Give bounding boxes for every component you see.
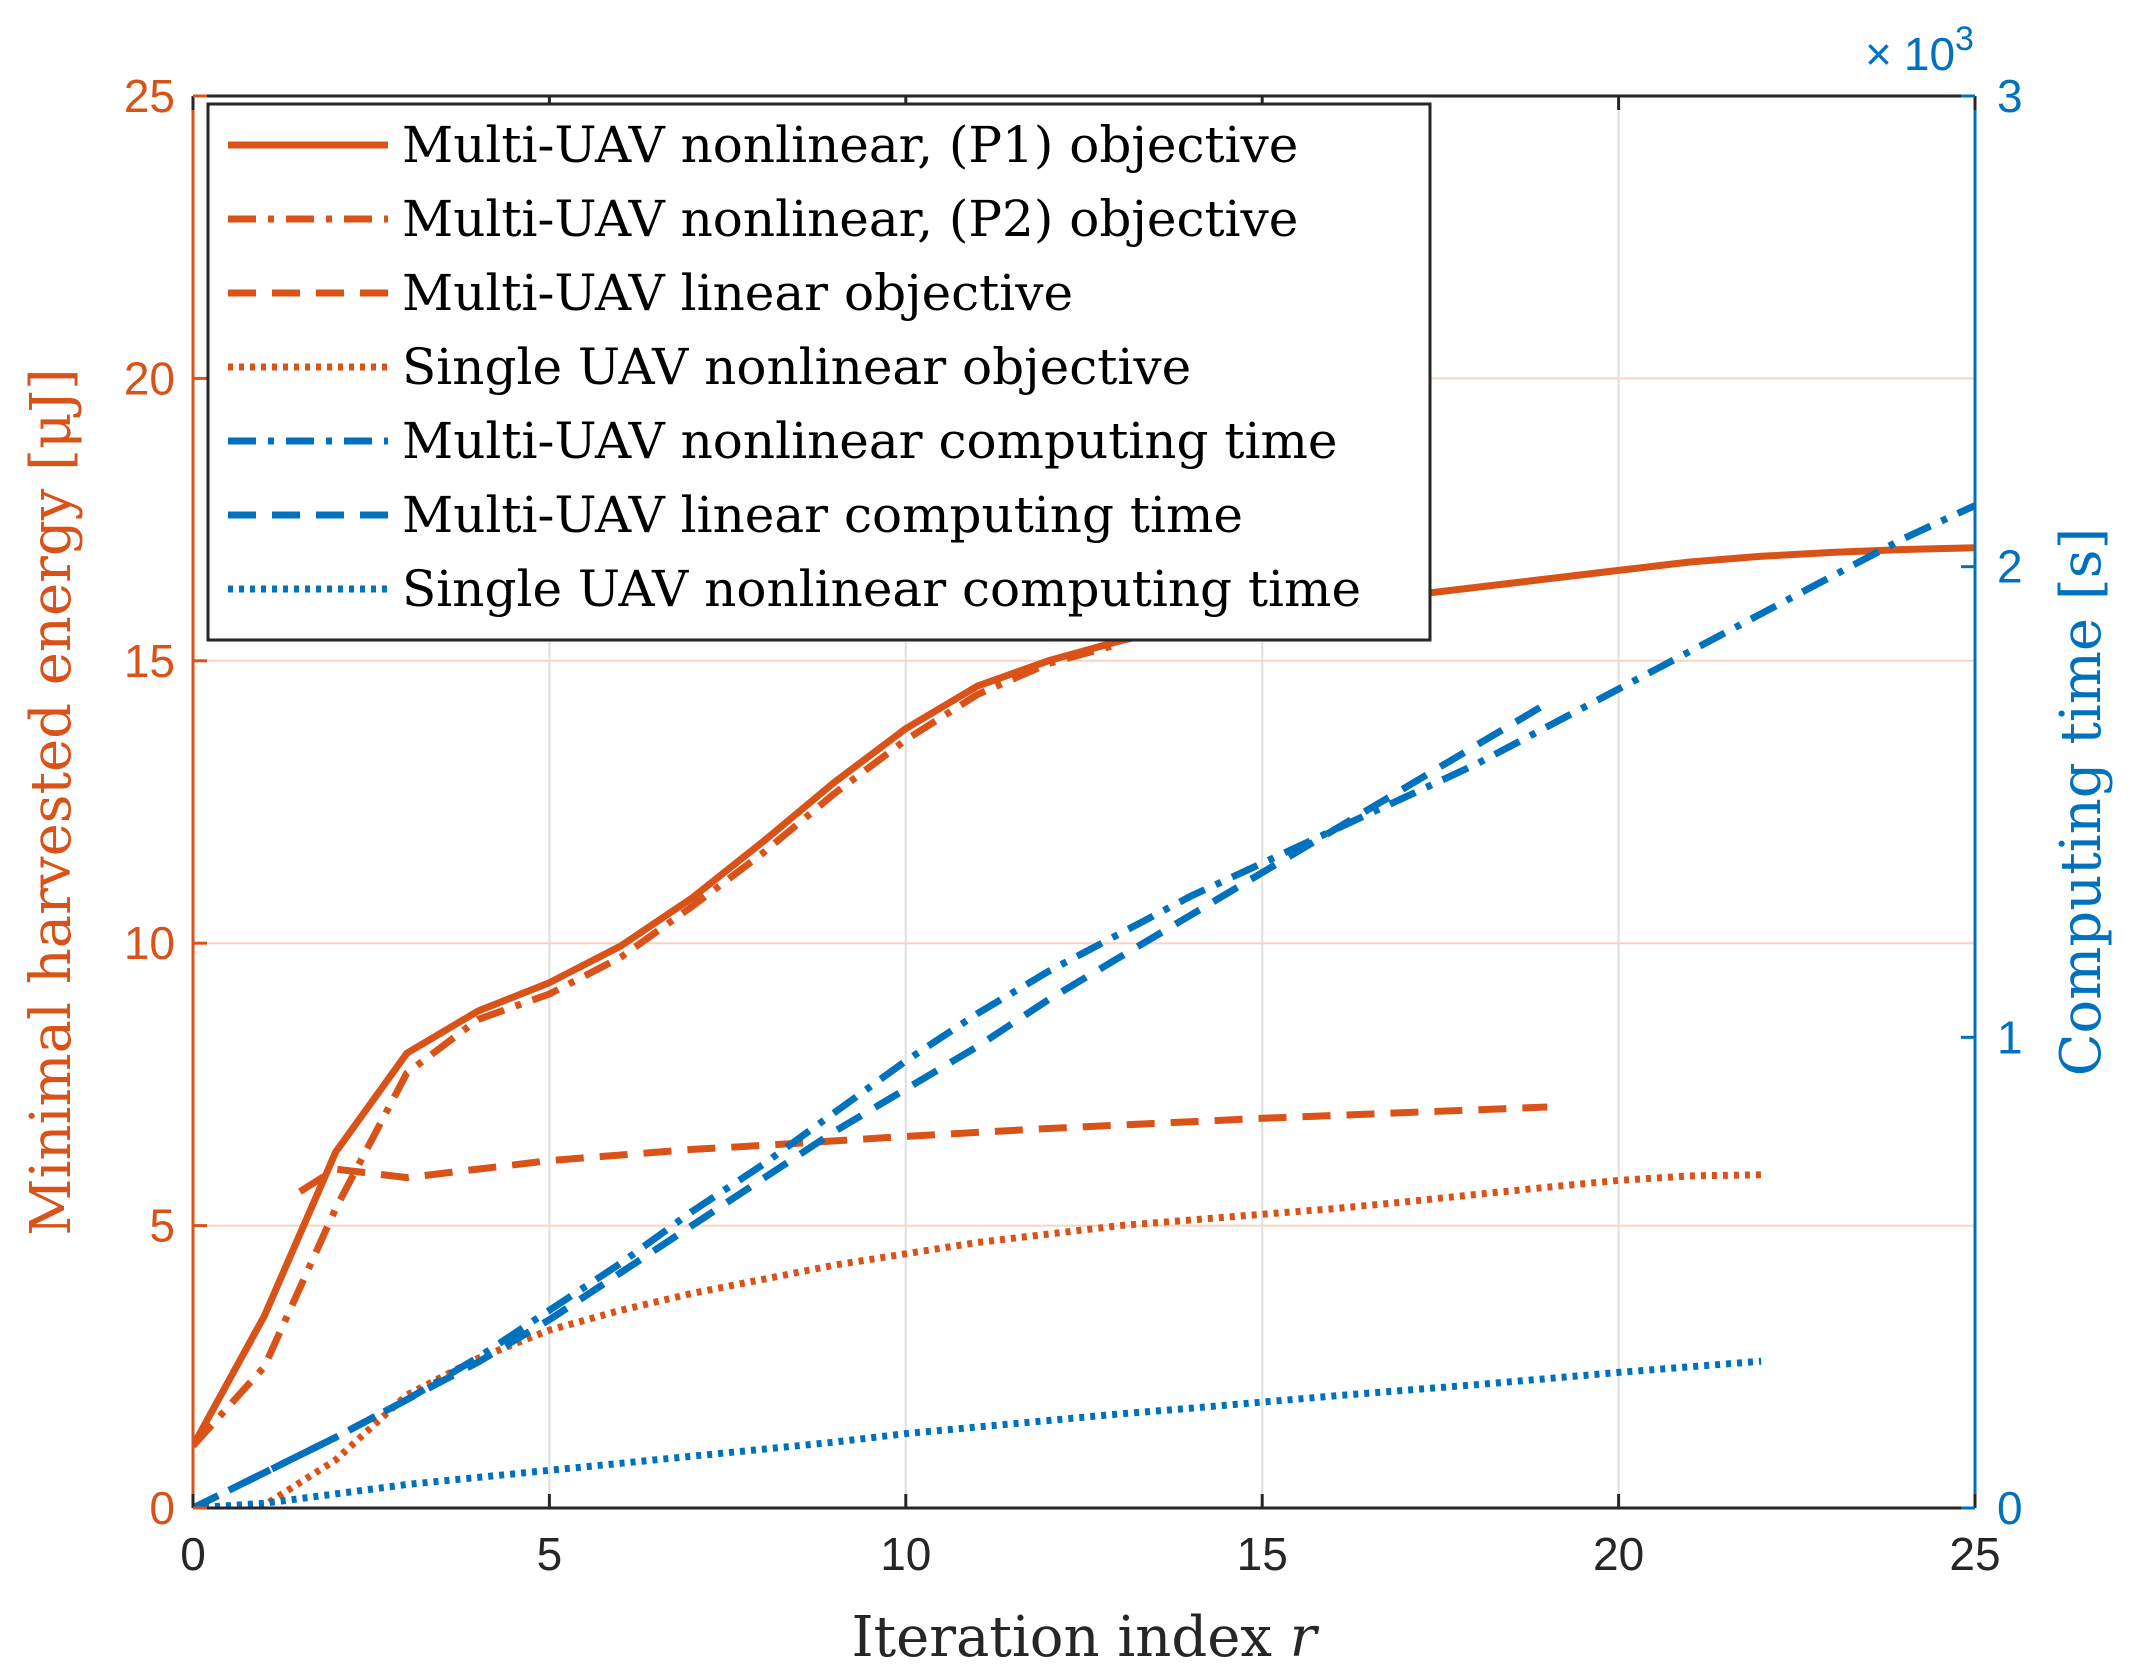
x-axis-label-text: Iteration index xyxy=(851,1605,1289,1670)
x-tick-label: 5 xyxy=(537,1528,563,1580)
right-axis-multiplier: × 103 xyxy=(1865,20,1974,80)
x-tick-label: 25 xyxy=(1949,1528,2000,1580)
legend-label-6: Multi-UAV linear computing time xyxy=(402,486,1243,544)
left-tick-label: 0 xyxy=(149,1482,175,1534)
left-tick-label: 15 xyxy=(124,635,175,687)
legend-label-5: Multi-UAV nonlinear computing time xyxy=(402,412,1337,470)
left-tick-label: 25 xyxy=(124,70,175,122)
x-tick-label: 20 xyxy=(1593,1528,1644,1580)
legend-label-1: Multi-UAV nonlinear, (P1) objective xyxy=(402,116,1298,174)
legend-label-4: Single UAV nonlinear objective xyxy=(402,338,1191,396)
right-tick-label: 2 xyxy=(1997,541,2023,593)
x-tick-label: 10 xyxy=(880,1528,931,1580)
left-tick-label: 20 xyxy=(124,352,175,404)
x-axis-label: Iteration index r xyxy=(851,1605,1319,1670)
series-line-2 xyxy=(193,640,1121,1449)
right-y-axis-label: Computing time [s] xyxy=(2049,528,2114,1077)
multiplier-times: × xyxy=(1865,28,1892,80)
multiplier-base: 10 xyxy=(1904,28,1955,80)
x-tick-label: 15 xyxy=(1237,1528,1288,1580)
axes xyxy=(191,94,1977,1510)
series-line-5 xyxy=(193,502,1975,1508)
right-tick-label: 0 xyxy=(1997,1482,2023,1534)
legend-label-7: Single UAV nonlinear computing time xyxy=(402,560,1361,618)
legend-label-3: Multi-UAV linear objective xyxy=(402,264,1073,322)
series-lines xyxy=(193,502,1975,1508)
legend-box xyxy=(206,102,1432,642)
series-line-7 xyxy=(193,1357,1762,1508)
right-tick-label: 3 xyxy=(1997,70,2023,122)
legend-label-2: Multi-UAV nonlinear, (P2) objective xyxy=(402,190,1298,248)
legend: Multi-UAV nonlinear, (P1) objective Multi… xyxy=(206,102,1432,642)
left-tick-label: 5 xyxy=(149,1200,175,1252)
left-y-axis-label: Minimal harvested energy [μJ] xyxy=(19,368,84,1235)
right-tick-label: 1 xyxy=(1997,1011,2023,1063)
left-tick-label: 10 xyxy=(124,917,175,969)
x-tick-label: 0 xyxy=(180,1528,206,1580)
x-axis-label-variable: r xyxy=(1290,1605,1320,1670)
multiplier-exponent: 3 xyxy=(1955,20,1974,58)
series-line-3 xyxy=(298,1103,1548,1195)
